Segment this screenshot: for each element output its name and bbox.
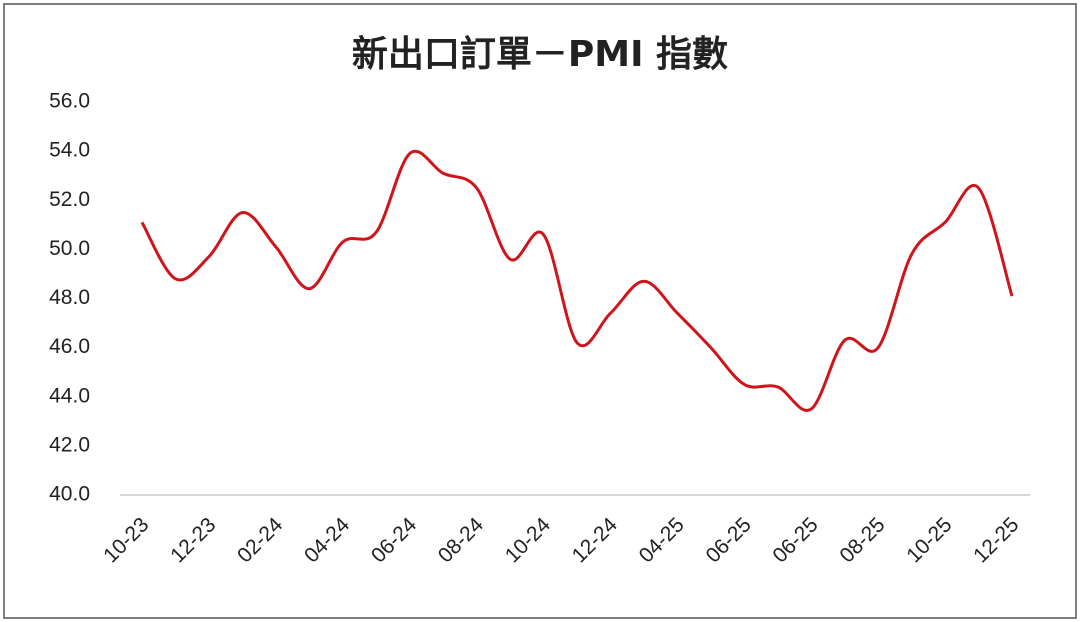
y-tick-label: 50.0 (49, 237, 90, 260)
y-tick-label: 42.0 (49, 433, 90, 456)
y-tick-label: 54.0 (49, 139, 90, 162)
line (140, 149, 1014, 412)
y-tick-label: 46.0 (49, 335, 90, 358)
y-tick-label: 52.0 (49, 188, 90, 211)
y-tick-label: 44.0 (49, 384, 90, 407)
y-tick-label: 56.0 (49, 90, 90, 113)
chart-title: 新出口訂單－PMI 指數 (352, 34, 728, 75)
y-tick-label: 40.0 (49, 483, 90, 506)
y-tick-label: 48.0 (49, 286, 90, 309)
frame (3, 3, 1077, 619)
